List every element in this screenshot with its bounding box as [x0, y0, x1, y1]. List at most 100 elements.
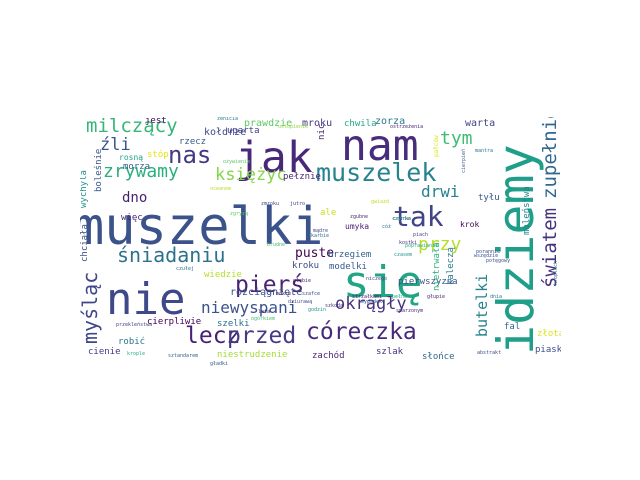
word: przed: [227, 323, 297, 349]
word: lecz: [185, 323, 241, 349]
word: niczego: [366, 276, 388, 282]
word: warta: [465, 118, 496, 129]
word: sztandarem: [168, 353, 199, 359]
word: oceanem: [210, 186, 232, 192]
word: kroplach: [553, 260, 559, 285]
word: boleśnie: [94, 148, 104, 192]
word: rozciągnięte: [230, 287, 303, 298]
word: mantra: [475, 148, 494, 154]
word: szafce: [302, 291, 321, 297]
word: czasem: [394, 252, 413, 258]
word: brzegiem: [328, 250, 372, 260]
word: dno: [122, 190, 148, 206]
word: butelki: [473, 273, 491, 337]
word: ustopienie: [278, 124, 309, 130]
word: pełznie: [283, 172, 321, 182]
word: głupie: [427, 294, 446, 300]
word: mądre: [313, 228, 329, 234]
word: nic: [317, 123, 327, 140]
word: umyka: [345, 222, 370, 231]
word: ale: [320, 208, 337, 218]
word: krok: [460, 220, 480, 229]
word: godzin: [308, 307, 327, 313]
word: piasku: [535, 345, 561, 355]
word: córeczka: [306, 319, 417, 345]
word: wiedzie: [204, 270, 242, 280]
word: gładki: [210, 361, 229, 367]
word: tym: [440, 128, 473, 149]
word: myśląc: [80, 271, 102, 344]
word: lata: [258, 309, 271, 315]
word: zupełnie: [539, 117, 561, 199]
word: śniadaniu: [117, 243, 226, 267]
word: przy: [418, 234, 462, 255]
word: czynie: [392, 216, 411, 222]
word: słońce: [422, 352, 455, 362]
word: wychyla: [80, 170, 89, 208]
word: źli: [100, 135, 131, 155]
word: sparzonym: [396, 308, 424, 314]
word: stóp: [147, 150, 169, 160]
word: gwiazd: [371, 199, 390, 205]
word: poprawianie: [405, 243, 439, 249]
word: zenicia: [217, 117, 239, 122]
word: skarbie: [308, 233, 330, 239]
word: pierwszyzna: [398, 277, 458, 287]
word: ostrzeżenia: [390, 124, 424, 130]
word: nam: [341, 121, 419, 171]
word: wypadek: [361, 299, 383, 305]
word: się: [343, 257, 423, 308]
word: porannie: [476, 249, 501, 255]
word: brudne: [267, 242, 286, 248]
word: zgubne: [350, 214, 369, 220]
word: więc: [121, 213, 143, 223]
word: piach: [413, 232, 429, 238]
word: okrągły: [335, 294, 407, 314]
word: drwi: [421, 182, 460, 201]
word: nie: [106, 274, 186, 325]
word: kroku: [292, 261, 320, 271]
word: mokre: [276, 291, 292, 297]
word: ożywienie: [223, 159, 251, 165]
word: robić: [118, 337, 146, 347]
word: nas: [168, 141, 212, 169]
word: prawdzie: [244, 118, 293, 129]
word: chwila: [344, 119, 377, 129]
word: jest: [145, 117, 167, 126]
word: szlak: [376, 347, 404, 357]
word: złota: [537, 329, 561, 339]
word: morza: [123, 162, 151, 172]
word: szelki: [217, 319, 250, 329]
word: cóż: [382, 224, 392, 230]
word: nietrwała: [432, 242, 442, 291]
word: niestrudzenie: [217, 350, 288, 360]
word: ogórkiem: [251, 316, 276, 322]
word: księżyc: [215, 165, 287, 185]
word: pełne: [392, 294, 408, 300]
word: milczący: [86, 117, 178, 137]
word: niewyspani: [201, 298, 298, 317]
word: krople: [127, 351, 146, 357]
word: kostki: [399, 240, 418, 246]
word: czułej: [176, 266, 195, 272]
word: muszelek: [316, 158, 437, 187]
word: chciała: [80, 224, 90, 262]
word: muszelki: [80, 197, 324, 257]
word: kaleczą: [446, 247, 456, 285]
word: cierpień: [461, 148, 467, 173]
word: zmroku: [261, 201, 280, 207]
word: zorza: [375, 117, 406, 127]
word: fal: [504, 322, 521, 332]
word: szkoda: [325, 303, 344, 309]
word: głębie: [293, 278, 312, 284]
word: cienie: [88, 347, 121, 357]
word: dnia: [490, 294, 503, 300]
word: jak: [235, 133, 313, 183]
word: rzecz: [179, 137, 207, 147]
word: zgryzą: [230, 211, 249, 217]
word: tyłu: [478, 193, 500, 203]
word: przekleństwa: [116, 322, 153, 328]
word: abstrakt: [477, 350, 502, 356]
word: cierpliwie: [147, 317, 202, 327]
word: pałców: [433, 135, 440, 157]
